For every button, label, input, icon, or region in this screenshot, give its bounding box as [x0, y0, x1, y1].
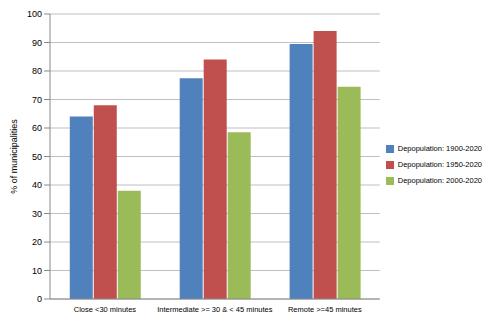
svg-text:60: 60: [32, 123, 42, 133]
svg-text:30: 30: [32, 209, 42, 219]
svg-text:Close <30 minutes: Close <30 minutes: [74, 305, 137, 314]
html-text:Depopulation: 1950-2020: Depopulation: 1950-2020: [397, 159, 482, 169]
svg-text:Remote >=45 minutes: Remote >=45 minutes: [288, 305, 362, 314]
svg-text:0: 0: [37, 294, 42, 304]
html-text:Depopulation: 2000-2020: Depopulation: 2000-2020: [397, 175, 482, 185]
svg-text:80: 80: [32, 66, 42, 76]
svg-text:Intermediate >= 30 & < 45 minu: Intermediate >= 30 & < 45 minutes: [157, 305, 273, 314]
svg-text:40: 40: [32, 180, 42, 190]
svg-text:70: 70: [32, 95, 42, 105]
svg-text:20: 20: [32, 237, 42, 247]
svg-text:% of municipalities: % of municipalities: [9, 119, 19, 194]
svg-text:10: 10: [32, 266, 42, 276]
svg-text:50: 50: [32, 152, 42, 162]
html-text:Depopulation: 1900-2020: Depopulation: 1900-2020: [397, 143, 482, 153]
svg-text:90: 90: [32, 38, 42, 48]
svg-text:100: 100: [27, 9, 42, 19]
